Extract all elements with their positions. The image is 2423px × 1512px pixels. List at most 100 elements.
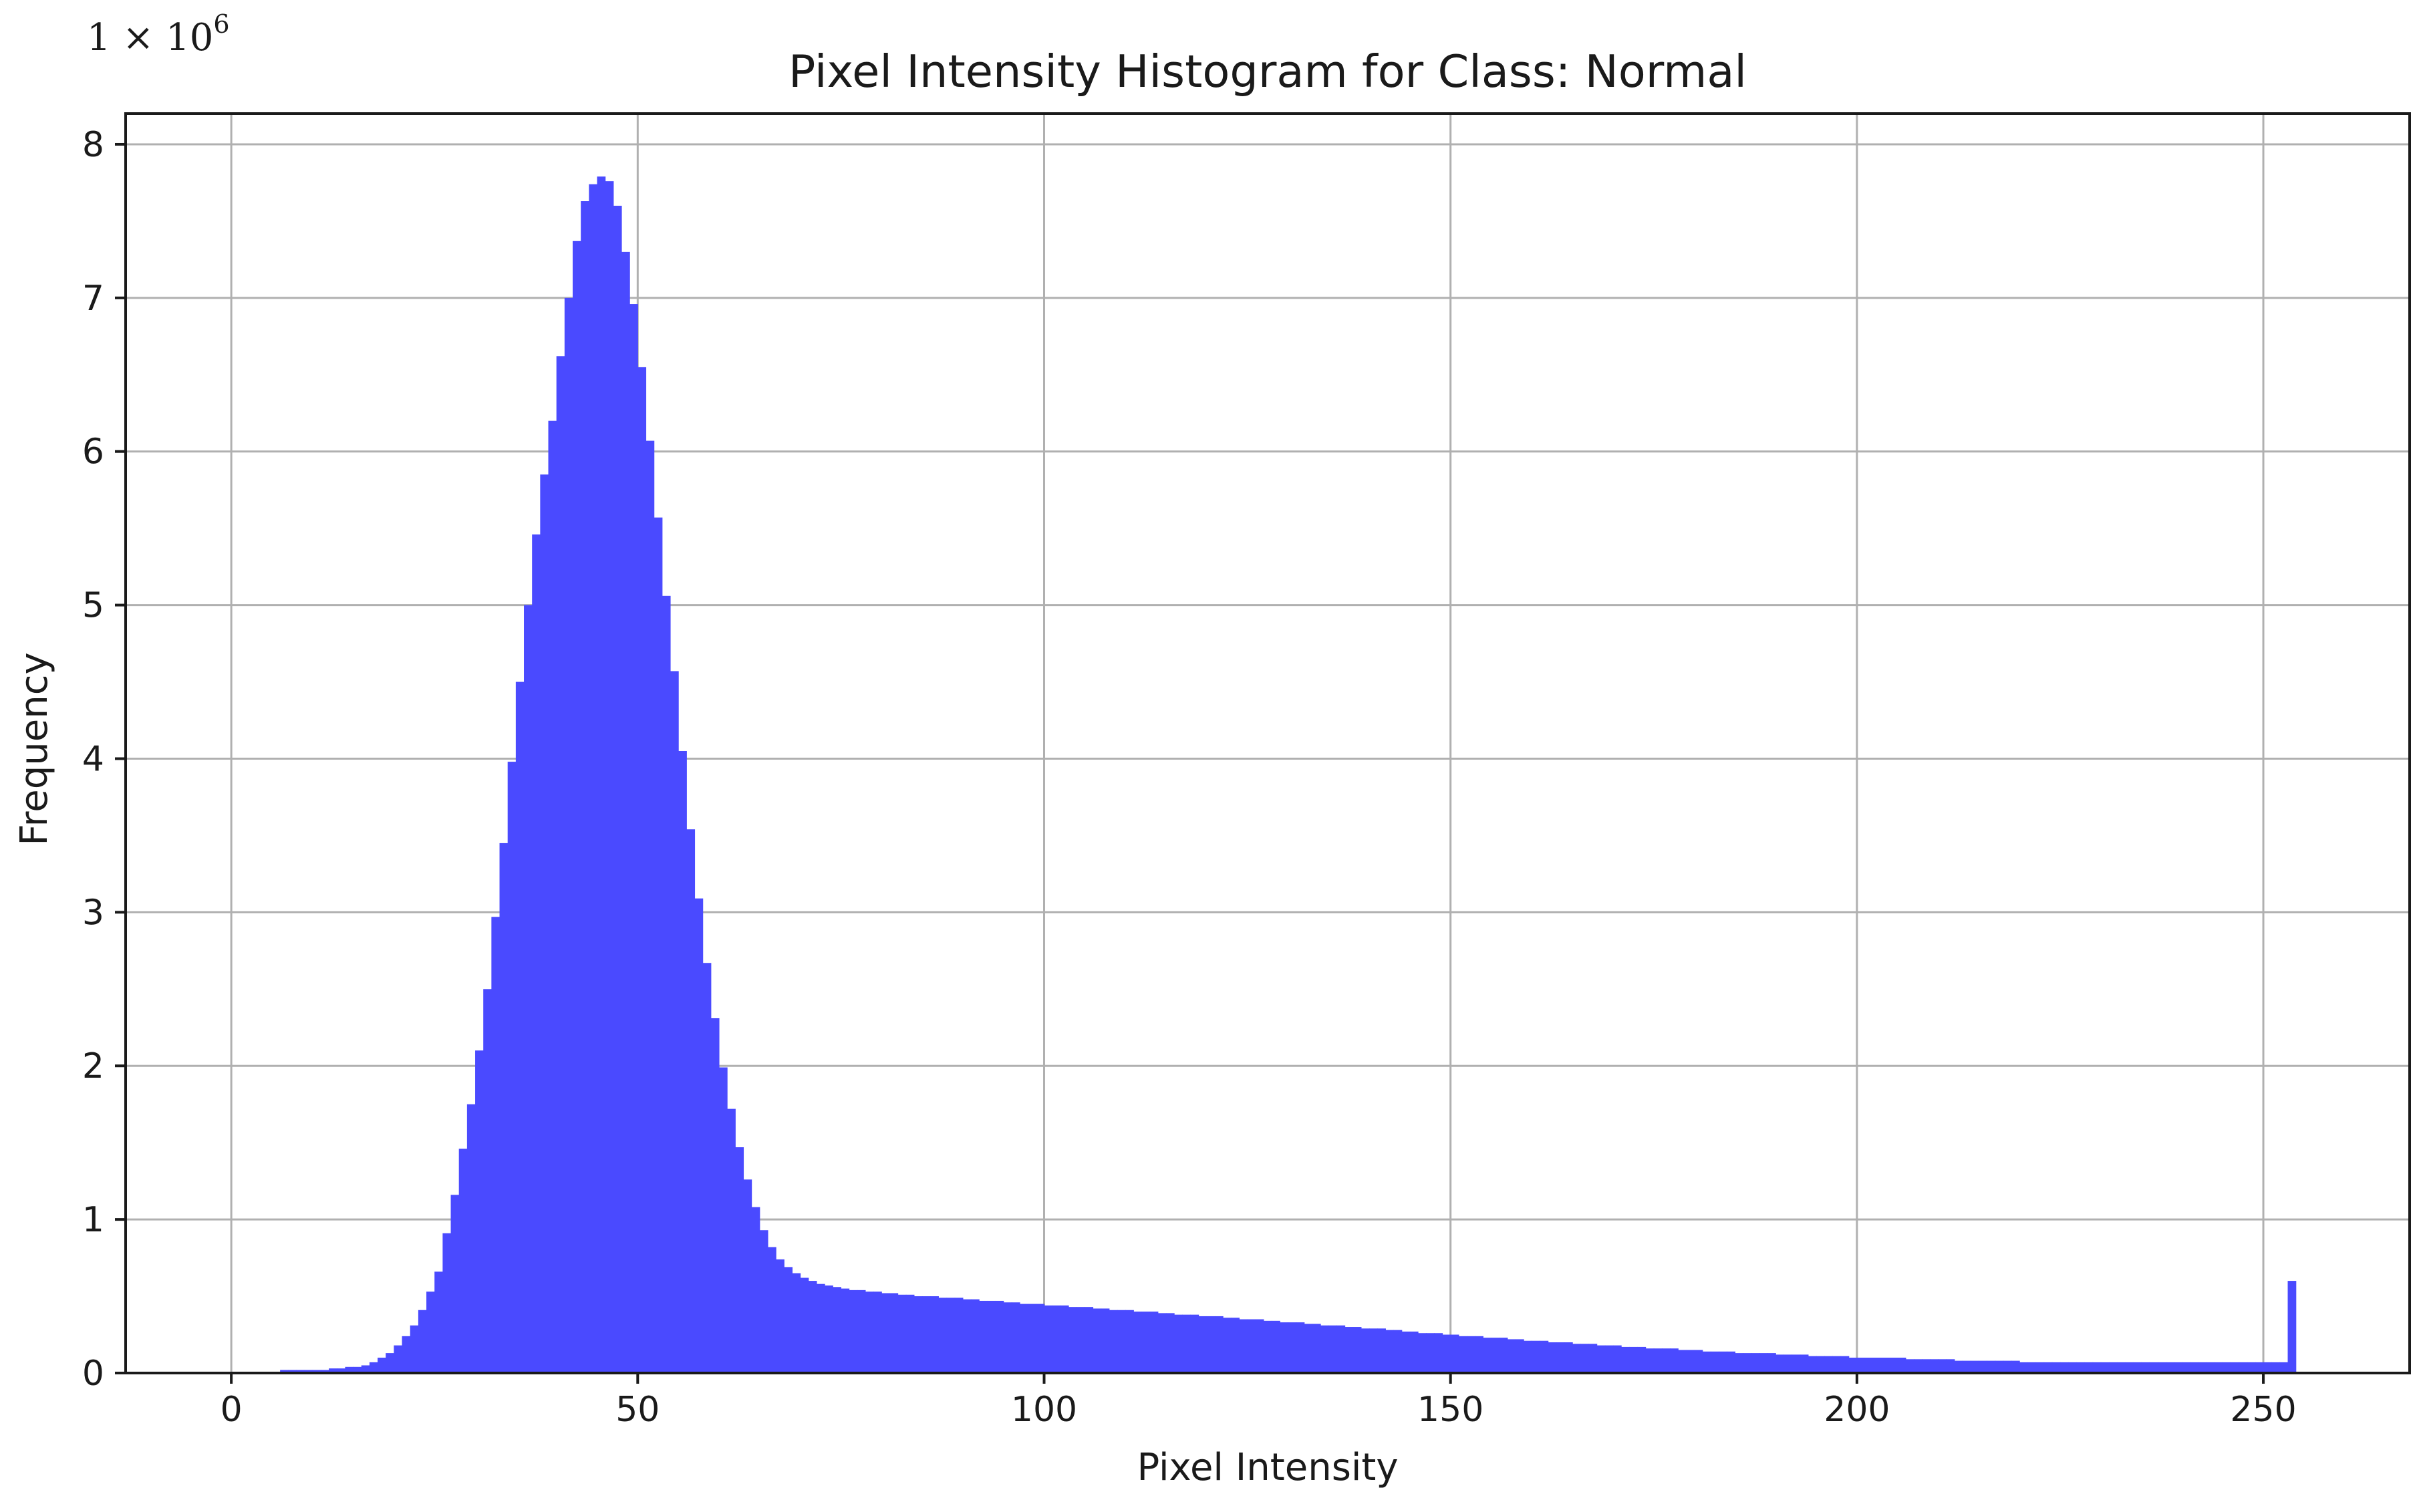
histogram-bar bbox=[792, 1273, 801, 1373]
histogram-bar bbox=[2068, 1362, 2077, 1373]
histogram-bar bbox=[841, 1288, 850, 1373]
histogram-bar bbox=[2011, 1360, 2020, 1373]
histogram-bar bbox=[1564, 1342, 1573, 1373]
histogram-bar bbox=[694, 898, 704, 1373]
histogram-bar bbox=[1174, 1314, 1183, 1373]
histogram-bar bbox=[1596, 1345, 1606, 1373]
histogram-bar bbox=[759, 1230, 768, 1373]
histogram-bar bbox=[1467, 1336, 1475, 1373]
histogram-bar bbox=[353, 1366, 362, 1373]
histogram-bar bbox=[962, 1299, 972, 1373]
x-tick-label: 200 bbox=[1824, 1390, 1890, 1430]
histogram-bar bbox=[1288, 1322, 1297, 1373]
histogram-bar bbox=[1938, 1359, 1947, 1373]
histogram-bar bbox=[1320, 1325, 1329, 1373]
histogram-bar bbox=[1865, 1358, 1874, 1373]
histogram-bar bbox=[540, 474, 549, 1374]
histogram-bar bbox=[987, 1300, 996, 1373]
histogram-bar bbox=[2182, 1362, 2191, 1373]
histogram-bar bbox=[2149, 1362, 2158, 1373]
histogram-bar bbox=[2206, 1362, 2215, 1373]
histogram-bar bbox=[1263, 1320, 1272, 1373]
histogram-bar bbox=[1458, 1336, 1467, 1373]
y-tick-label: 8 bbox=[82, 125, 104, 165]
histogram-bar bbox=[1800, 1354, 1809, 1373]
y-tick-label: 3 bbox=[82, 893, 104, 933]
histogram-bar bbox=[1743, 1353, 1752, 1373]
histogram-bar bbox=[637, 367, 647, 1373]
histogram-bar bbox=[2279, 1362, 2289, 1373]
histogram-bar bbox=[1784, 1354, 1793, 1373]
histogram-bar bbox=[1450, 1334, 1459, 1373]
x-tick-label: 250 bbox=[2230, 1390, 2296, 1430]
histogram-bar bbox=[1645, 1348, 1655, 1373]
y-tick-label: 2 bbox=[82, 1046, 104, 1086]
histogram-bar bbox=[727, 1108, 736, 1373]
histogram-bar bbox=[402, 1336, 411, 1373]
histogram-bar bbox=[613, 205, 622, 1374]
histogram-bar bbox=[288, 1370, 297, 1373]
histogram-bar bbox=[1401, 1331, 1411, 1373]
histogram-bar bbox=[1735, 1353, 1744, 1373]
histogram-bar bbox=[378, 1358, 386, 1373]
histogram-bar bbox=[1361, 1328, 1370, 1373]
histogram-bar bbox=[686, 829, 696, 1373]
histogram-bar bbox=[1694, 1350, 1703, 1373]
histogram-bar bbox=[1190, 1314, 1199, 1373]
histogram-bar bbox=[458, 1149, 468, 1373]
histogram-bar bbox=[1369, 1328, 1378, 1373]
histogram-bar bbox=[2076, 1362, 2086, 1373]
histogram-bar bbox=[1141, 1312, 1151, 1373]
histogram-bar bbox=[1133, 1312, 1143, 1373]
histogram-bar bbox=[776, 1259, 785, 1373]
y-tick-label: 1 bbox=[82, 1200, 104, 1240]
histogram-bar bbox=[1344, 1327, 1354, 1373]
histogram-bar bbox=[1832, 1356, 1842, 1373]
histogram-bar bbox=[2174, 1362, 2183, 1373]
histogram-bar bbox=[1612, 1345, 1622, 1373]
histogram-bar bbox=[1588, 1344, 1598, 1373]
histogram-bar bbox=[1426, 1333, 1435, 1373]
y-tick-label: 6 bbox=[82, 432, 104, 472]
histogram-bar bbox=[1020, 1304, 1028, 1373]
histogram-bar bbox=[1759, 1353, 1768, 1373]
histogram-bar bbox=[2125, 1362, 2134, 1373]
histogram-bar bbox=[1272, 1320, 1280, 1373]
histogram-bar bbox=[2198, 1362, 2207, 1373]
histogram-bar bbox=[1629, 1346, 1638, 1373]
histogram-bar bbox=[1946, 1359, 1955, 1373]
histogram-bar bbox=[369, 1362, 378, 1373]
histogram-bar bbox=[922, 1296, 931, 1373]
histogram-bar bbox=[946, 1298, 956, 1373]
histogram-bar bbox=[1247, 1319, 1256, 1373]
histogram-bar bbox=[873, 1292, 882, 1373]
histogram-bar bbox=[532, 534, 541, 1373]
histogram-bar bbox=[2133, 1362, 2142, 1373]
histogram-bar bbox=[1296, 1322, 1305, 1373]
histogram-bar bbox=[589, 184, 598, 1373]
histogram-bar bbox=[1889, 1358, 1898, 1373]
histogram-bar bbox=[491, 917, 501, 1373]
histogram-bar bbox=[1409, 1331, 1419, 1373]
histogram-bar bbox=[1003, 1302, 1012, 1373]
histogram-bar bbox=[1499, 1338, 1508, 1373]
histogram-bar bbox=[808, 1281, 817, 1373]
histogram-bar bbox=[1198, 1316, 1207, 1373]
histogram-bar bbox=[2287, 1281, 2297, 1373]
x-tick-label: 150 bbox=[1417, 1390, 1483, 1430]
histogram-bar bbox=[1808, 1356, 1817, 1373]
histogram-bar bbox=[1011, 1302, 1020, 1373]
histogram-bar bbox=[621, 251, 630, 1373]
histogram-bar bbox=[662, 595, 671, 1373]
histogram-bar bbox=[930, 1296, 939, 1373]
histogram-bar bbox=[825, 1285, 833, 1373]
histogram-bar bbox=[329, 1368, 337, 1373]
histogram-bar bbox=[654, 517, 663, 1373]
plot-frame bbox=[124, 112, 2411, 1374]
histogram-bar bbox=[1572, 1344, 1581, 1373]
histogram-bar bbox=[954, 1298, 964, 1373]
y-axis-multiplier-exponent: 6 bbox=[213, 9, 229, 39]
histogram-bar bbox=[1304, 1324, 1313, 1373]
histogram-bar bbox=[1670, 1348, 1679, 1373]
histogram-bar bbox=[386, 1353, 395, 1373]
